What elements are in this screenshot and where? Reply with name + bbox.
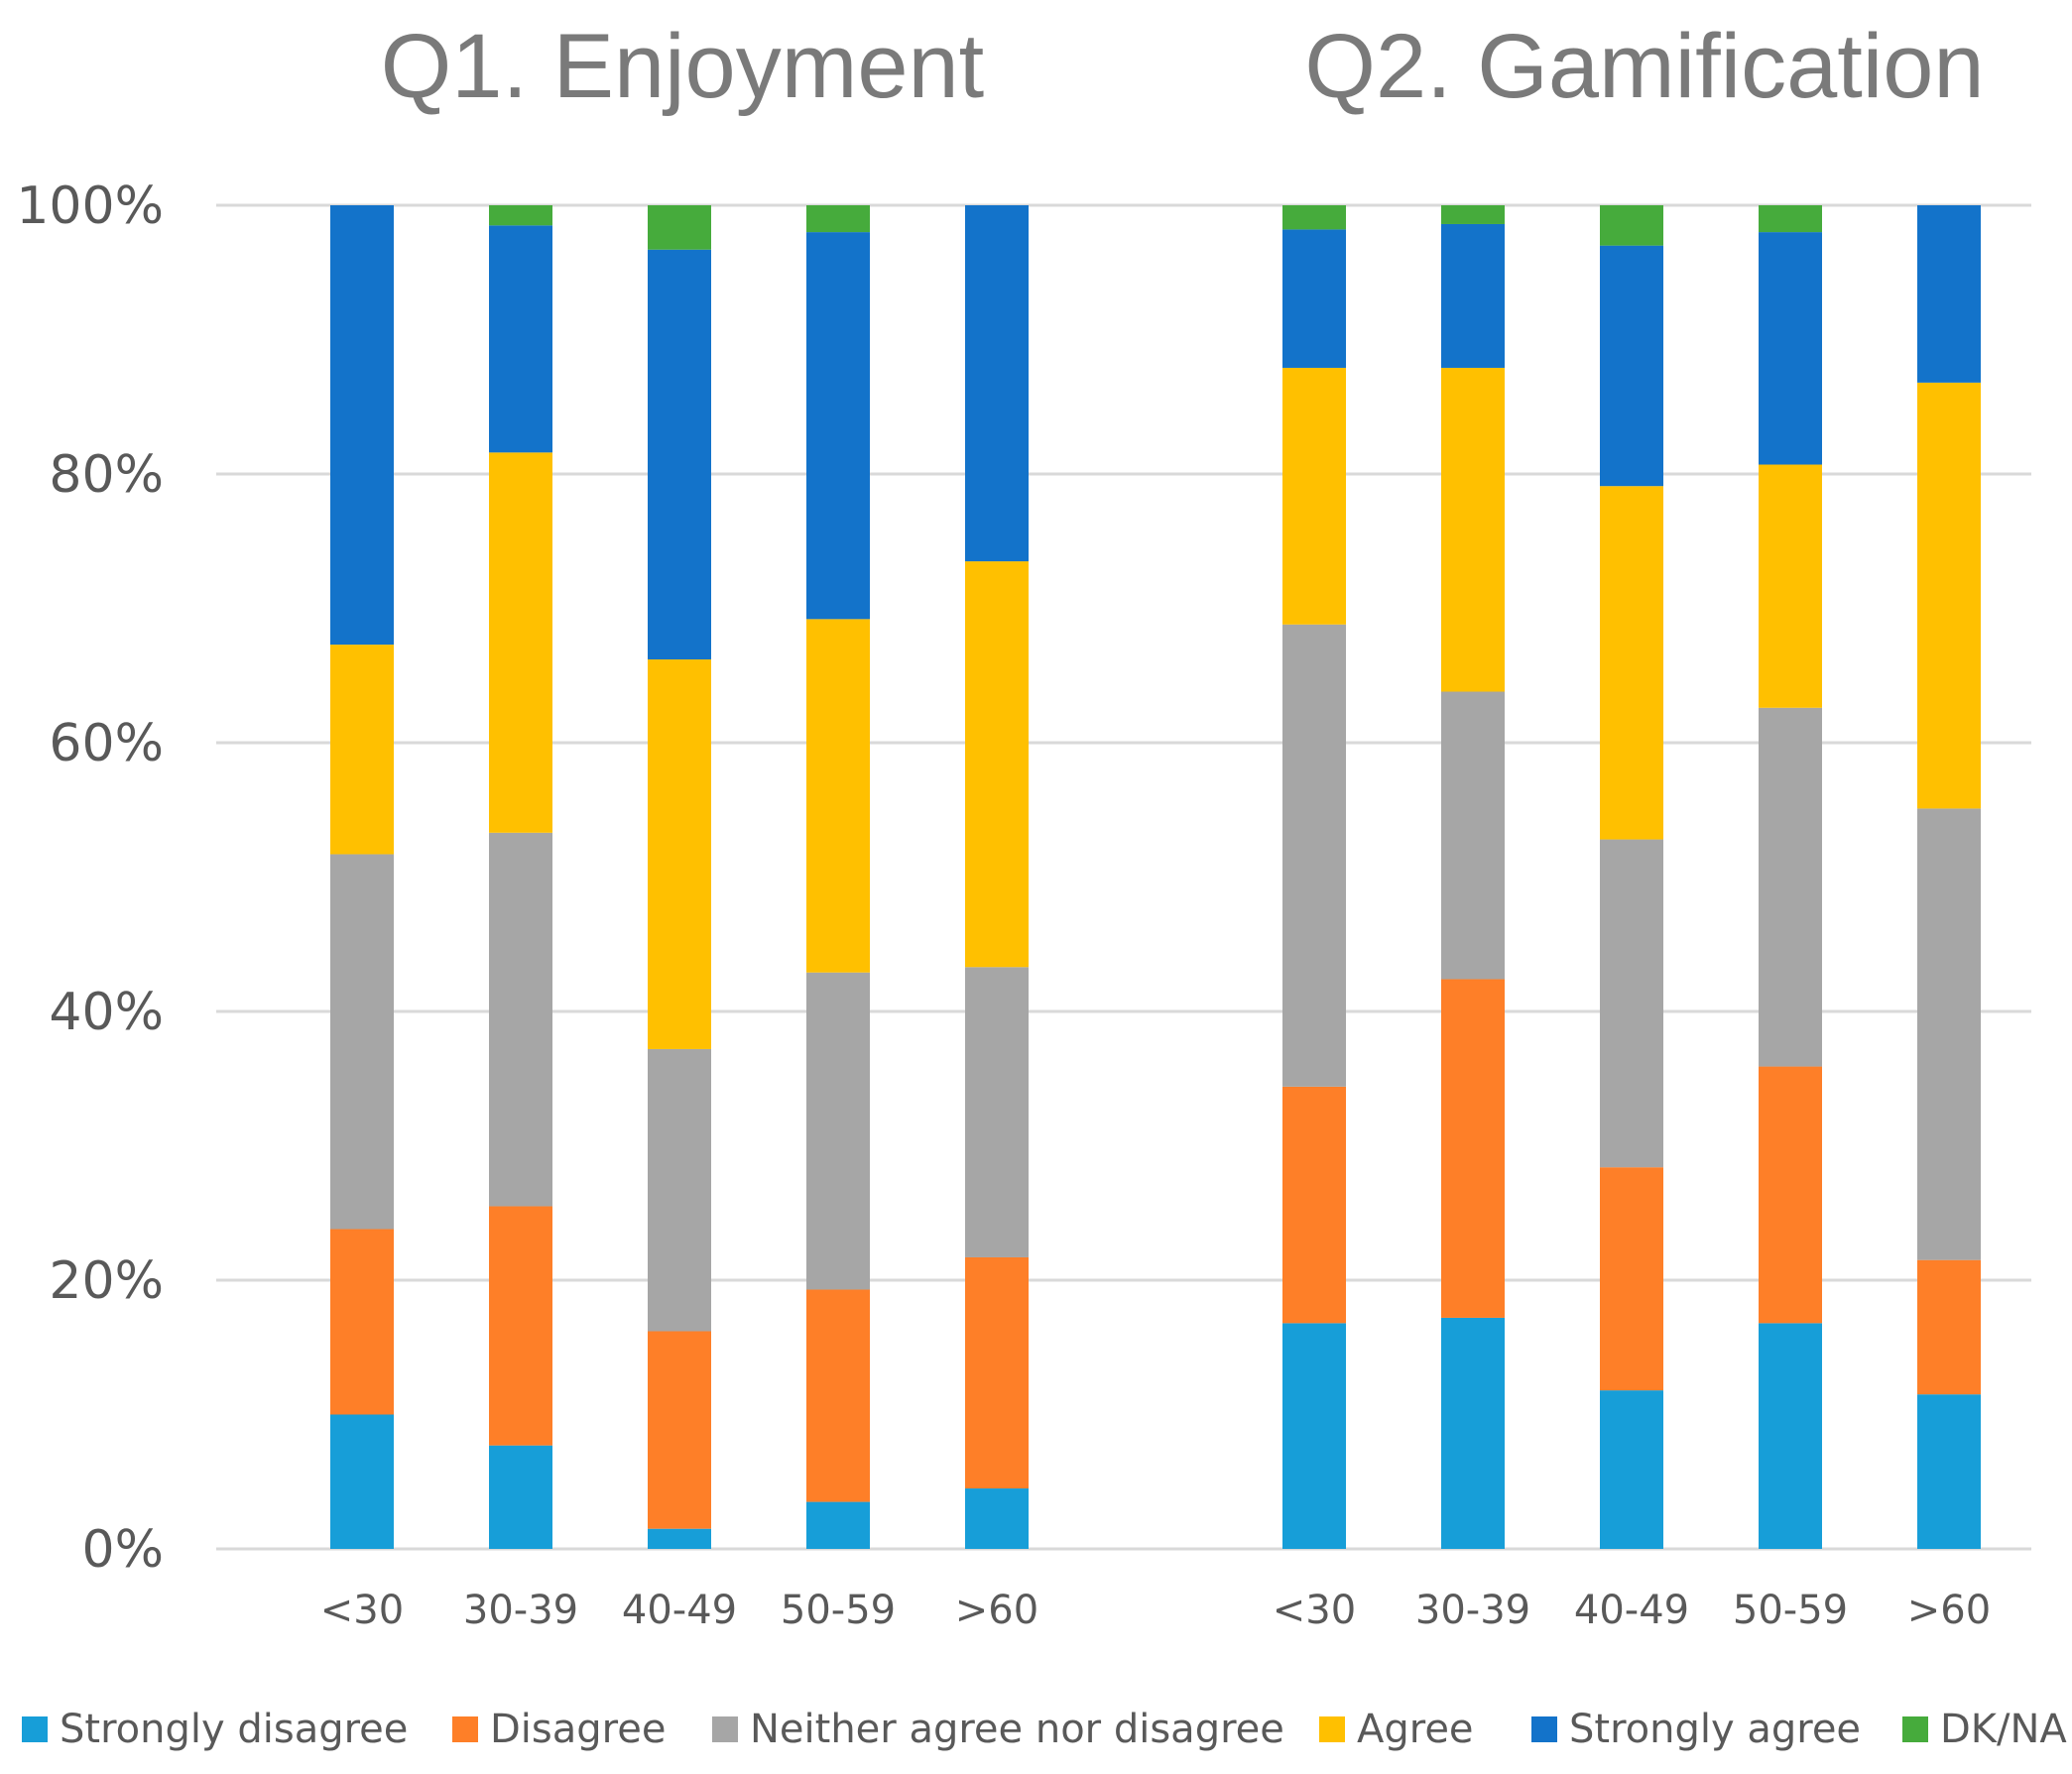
bar-segment xyxy=(806,1501,870,1549)
bar-segment xyxy=(965,205,1029,562)
bar-segment xyxy=(1441,1317,1505,1549)
x-category-label: 40-49 xyxy=(1574,1588,1689,1633)
bar-segment xyxy=(648,1528,711,1549)
bar-segment xyxy=(489,832,552,1207)
bar-segment xyxy=(1282,205,1346,230)
bar-segment xyxy=(1441,223,1505,368)
bar-segment xyxy=(1917,1259,1981,1395)
bar-segment xyxy=(1759,1323,1822,1549)
bar-segment xyxy=(1600,839,1663,1168)
bars xyxy=(330,205,1981,1549)
x-category-label: >60 xyxy=(1907,1588,1991,1633)
legend-swatch xyxy=(712,1716,738,1742)
bar-segment xyxy=(1600,1390,1663,1549)
legend-item: Neither agree nor disagree xyxy=(712,1707,1284,1752)
bar-segment xyxy=(1917,205,1981,383)
bar-segment xyxy=(1282,624,1346,1087)
bar-segment xyxy=(1282,367,1346,625)
legend-item: Disagree xyxy=(452,1707,666,1752)
legend-swatch xyxy=(452,1716,478,1742)
bar-segment xyxy=(1600,486,1663,840)
bar-segment xyxy=(489,205,552,226)
bar-segment xyxy=(648,658,711,1049)
bar-segment xyxy=(1759,707,1822,1067)
bar-segment xyxy=(648,1331,711,1529)
bar-segment xyxy=(1600,245,1663,487)
bar-segment xyxy=(1282,1086,1346,1324)
legend-item: DK/NA xyxy=(1902,1707,2067,1752)
y-tick-label: 40% xyxy=(49,983,164,1042)
bar-segment xyxy=(1759,205,1822,233)
legend-swatch xyxy=(1902,1716,1928,1742)
x-category-label: 30-39 xyxy=(1415,1588,1530,1633)
chart-title-q2: Q2. Gamification xyxy=(1304,16,1984,117)
legend-swatch xyxy=(1531,1716,1557,1742)
bar-segment xyxy=(489,452,552,833)
bar-segment xyxy=(965,967,1029,1257)
y-tick-label: 20% xyxy=(49,1251,164,1311)
x-category-label: 40-49 xyxy=(622,1588,737,1633)
legend-item: Agree xyxy=(1319,1707,1474,1752)
bar-segment xyxy=(806,205,870,233)
bar-segment xyxy=(806,1289,870,1502)
legend-swatch xyxy=(22,1716,48,1742)
bar-segment xyxy=(806,972,870,1290)
x-category-label: 50-59 xyxy=(781,1588,896,1633)
bar-segment xyxy=(1759,464,1822,708)
y-axis-tick-labels: 0% 20% 40% 60% 80% 100% xyxy=(16,177,164,1580)
bar-segment xyxy=(965,1488,1029,1549)
bar-segment xyxy=(330,1414,394,1549)
bar-segment xyxy=(1917,382,1981,809)
bar-segment xyxy=(330,645,394,855)
bar-segment xyxy=(1600,1167,1663,1391)
bar-segment xyxy=(965,1256,1029,1489)
bar-segment xyxy=(489,1206,552,1446)
bar-segment xyxy=(1600,205,1663,246)
bar-segment xyxy=(1759,1066,1822,1324)
bar-segment xyxy=(1282,1323,1346,1549)
bar-segment xyxy=(965,561,1029,968)
legend-label: DK/NA xyxy=(1940,1707,2067,1752)
bar-segment xyxy=(1282,229,1346,368)
bar-segment xyxy=(648,1048,711,1332)
legend: Strongly disagree Disagree Neither agree n… xyxy=(22,1707,2067,1752)
bar-segment xyxy=(806,232,870,620)
x-category-label: 50-59 xyxy=(1733,1588,1848,1633)
bar-segment xyxy=(1759,232,1822,465)
x-axis-category-labels: <30 30-39 40-49 50-59 >60 <30 30-39 40-49 50-59 >… xyxy=(320,1588,1991,1633)
y-tick-label: 0% xyxy=(82,1520,165,1580)
bar-segment xyxy=(330,205,394,646)
legend-label: Strongly agree xyxy=(1569,1707,1861,1752)
legend-item: Strongly disagree xyxy=(22,1707,408,1752)
bar-segment xyxy=(1917,1394,1981,1549)
x-category-label: <30 xyxy=(1273,1588,1356,1633)
x-category-label: >60 xyxy=(955,1588,1038,1633)
chart-title-q1: Q1. Enjoyment xyxy=(381,16,985,117)
legend-label: Agree xyxy=(1357,1707,1474,1752)
bar-segment xyxy=(489,1445,552,1549)
legend-label: Strongly disagree xyxy=(60,1707,408,1752)
legend-swatch xyxy=(1319,1716,1345,1742)
bar-segment xyxy=(1441,691,1505,980)
x-category-label: 30-39 xyxy=(463,1588,578,1633)
bar-segment xyxy=(1441,979,1505,1318)
bar-segment xyxy=(806,619,870,973)
bar-segment xyxy=(1441,205,1505,224)
bar-segment xyxy=(1917,808,1981,1260)
x-category-label: <30 xyxy=(320,1588,404,1633)
y-tick-label: 100% xyxy=(16,177,164,236)
legend-label: Disagree xyxy=(490,1707,666,1752)
bar-segment xyxy=(330,854,394,1230)
legend-label: Neither agree nor disagree xyxy=(750,1707,1284,1752)
y-tick-label: 60% xyxy=(49,714,164,773)
bar-segment xyxy=(489,225,552,453)
y-tick-label: 80% xyxy=(49,445,164,505)
bar-segment xyxy=(1441,367,1505,692)
legend-item: Strongly agree xyxy=(1531,1707,1861,1752)
bar-segment xyxy=(648,249,711,659)
bar-segment xyxy=(330,1229,394,1415)
bar-segment xyxy=(648,205,711,250)
